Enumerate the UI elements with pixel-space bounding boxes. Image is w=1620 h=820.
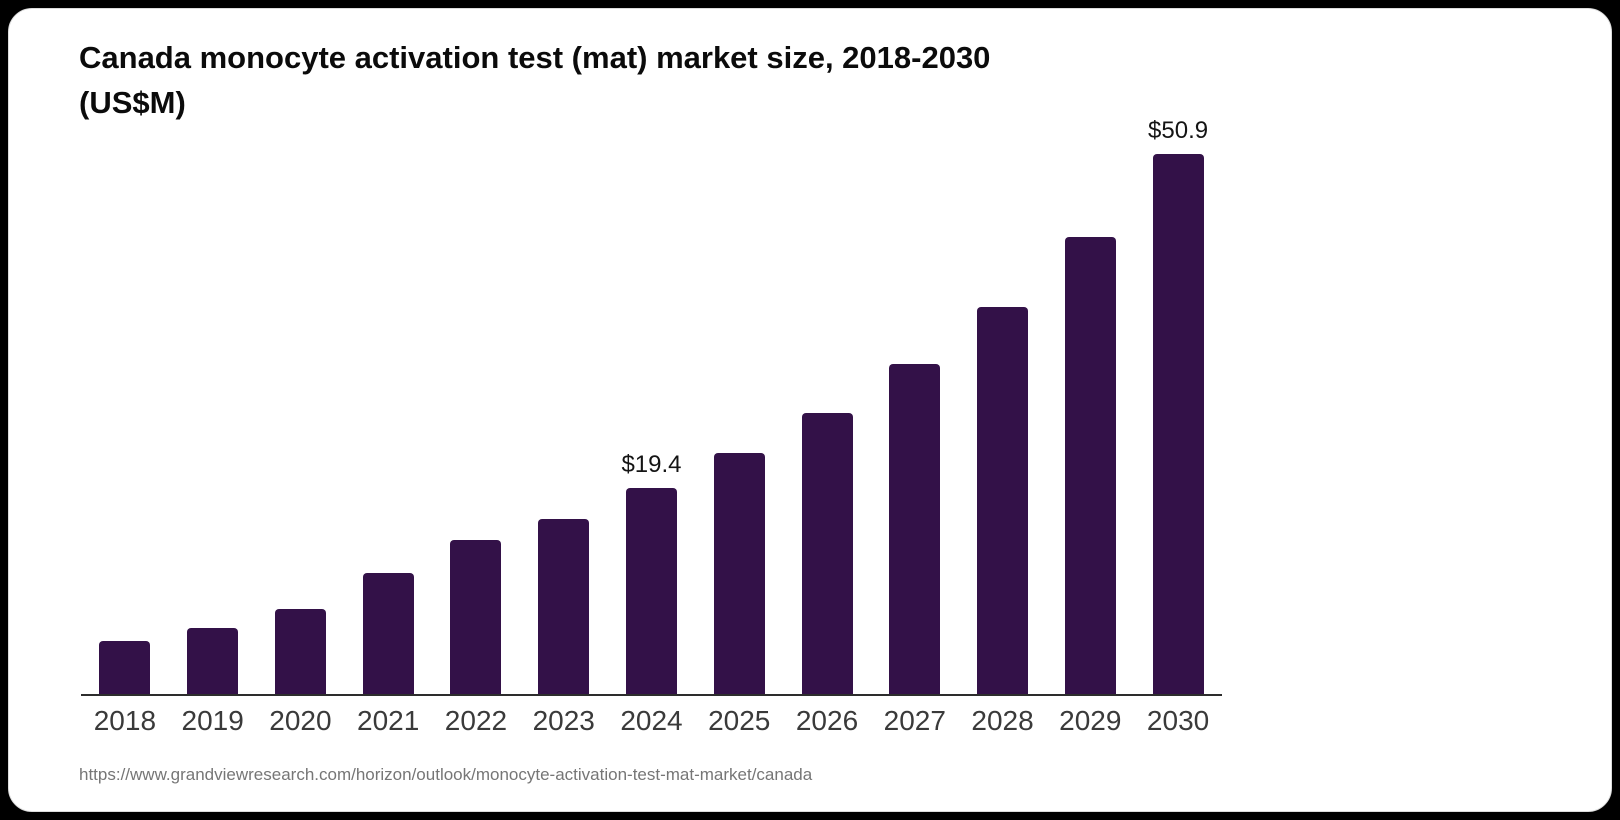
bars-row: $19.4 $50.9	[81, 109, 1222, 694]
x-tick-2025: 2025	[708, 705, 771, 736]
x-tick-2023: 2023	[532, 705, 595, 736]
bar-column-2030: $50.9	[1134, 109, 1222, 694]
bar-2030	[1152, 154, 1204, 694]
x-tick-2024: 2024	[620, 705, 683, 736]
x-tick-2022: 2022	[444, 705, 508, 736]
x-tick-2028: 2028	[971, 705, 1034, 736]
bar-column-2024: $19.4	[608, 109, 696, 694]
chart-card: Canada monocyte activation test (mat) ma…	[8, 8, 1612, 812]
bar-value-label-2030: $50.9	[1148, 117, 1209, 144]
bar-2019	[187, 628, 239, 694]
x-axis-ticks: 2018 2019 2020 2021 2022 2023 2024 2025 2026 2027…	[81, 705, 1222, 737]
bar-2027	[889, 364, 941, 694]
bar-2025	[713, 453, 765, 694]
bar-column-2025	[695, 109, 783, 694]
bar-column-2027	[871, 109, 959, 694]
bar-2018	[99, 641, 151, 694]
bar-2020	[274, 609, 326, 694]
bar-column-2020	[257, 109, 345, 694]
bar-column-2018	[81, 109, 169, 694]
chart-title-line-2: (US$M)	[79, 85, 186, 120]
x-tick-2030: 2030	[1146, 705, 1210, 736]
bar-column-2023	[520, 109, 608, 694]
x-tick-2021: 2021	[357, 705, 420, 736]
x-tick-2020: 2020	[269, 705, 332, 736]
bar-column-2029	[1046, 109, 1134, 694]
bar-value-label-2024: $19.4	[621, 451, 682, 478]
plot-area: $19.4 $50.9	[81, 109, 1222, 694]
bar-2029	[1064, 237, 1116, 694]
bar-column-2026	[783, 109, 871, 694]
bar-2026	[801, 413, 853, 694]
x-tick-2027: 2027	[883, 705, 946, 736]
chart-title: Canada monocyte activation test (mat) ma…	[79, 35, 1229, 125]
bar-2024	[625, 488, 677, 694]
x-axis-line	[81, 694, 1222, 696]
bar-column-2028	[959, 109, 1047, 694]
x-tick-2029: 2029	[1059, 705, 1122, 736]
bar-2028	[977, 307, 1029, 694]
bar-column-2019	[169, 109, 257, 694]
source-url: https://www.grandviewresearch.com/horizo…	[79, 765, 813, 784]
x-tick-2026: 2026	[795, 705, 859, 736]
bar-column-2021	[344, 109, 432, 694]
bar-2023	[538, 519, 590, 694]
bar-2021	[362, 573, 414, 694]
bar-2022	[450, 540, 502, 694]
bar-column-2022	[432, 109, 520, 694]
chart-title-line-1: Canada monocyte activation test (mat) ma…	[79, 40, 991, 75]
x-tick-2019: 2019	[181, 705, 244, 736]
x-tick-2018: 2018	[93, 705, 157, 736]
